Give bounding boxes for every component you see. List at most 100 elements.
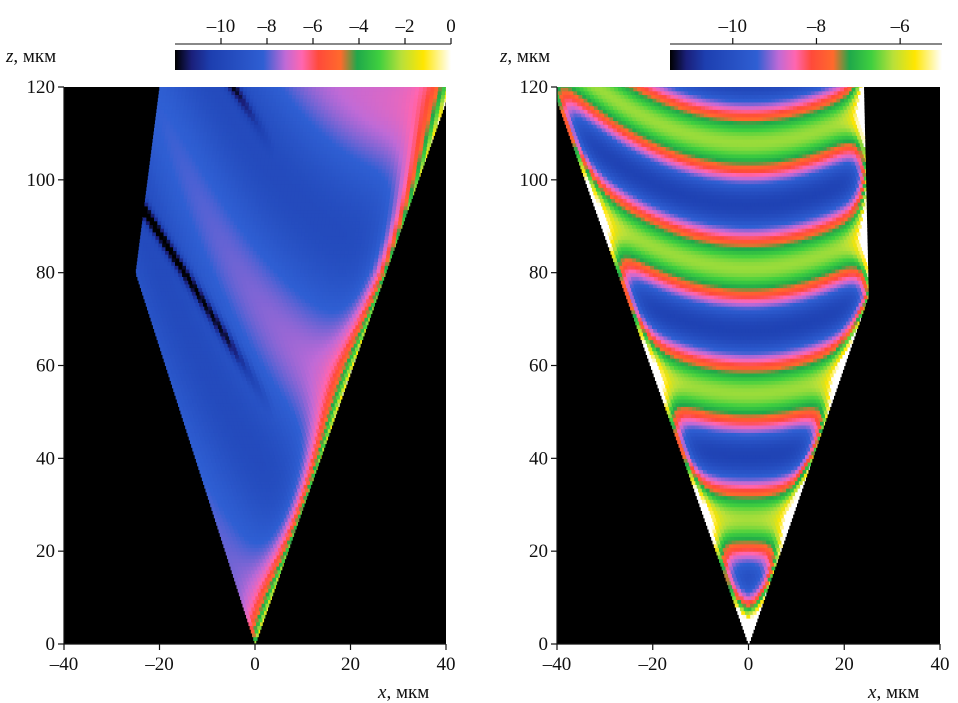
heat-cell-left <box>398 220 403 225</box>
heat-cell-left <box>295 365 301 370</box>
heat-cell-left <box>293 465 299 471</box>
heat-cell-left <box>311 183 316 188</box>
heat-cell-left <box>342 343 347 348</box>
heat-cell-left <box>259 324 265 329</box>
heat-cell-left <box>169 187 174 192</box>
heat-cell-left <box>272 566 277 571</box>
heat-cell-left <box>247 202 253 207</box>
heat-cell-left <box>328 372 334 378</box>
heat-cell-left <box>248 491 254 497</box>
heat-cell-left <box>242 603 247 608</box>
heat-cell-left <box>272 517 277 523</box>
heat-cell-left <box>293 298 298 303</box>
heat-cell-left <box>302 480 307 485</box>
heat-cell-left <box>360 213 366 218</box>
heat-cell-left <box>255 228 261 233</box>
heat-cell-left <box>347 194 353 199</box>
heat-cell-left <box>209 476 214 482</box>
heat-cell-left <box>353 294 358 300</box>
heat-cell-left <box>360 187 365 192</box>
heat-cell-left <box>289 525 295 530</box>
heat-cell-left <box>244 384 250 389</box>
heat-cell-left <box>314 469 317 474</box>
heat-cell-left <box>252 324 257 329</box>
heat-cell-left <box>252 224 257 229</box>
heat-cell-left <box>199 398 205 404</box>
heat-cell-left <box>257 216 262 222</box>
heat-cell-left <box>262 488 268 493</box>
heat-cell-left <box>274 358 279 363</box>
heat-cell-left <box>183 254 189 259</box>
heat-cell-left <box>350 235 355 240</box>
heat-cell-left <box>180 291 185 296</box>
heat-cell-left <box>297 198 303 203</box>
heat-cell-left <box>217 287 222 292</box>
heat-cell-left <box>256 220 262 225</box>
heat-cell-left <box>244 372 250 378</box>
heat-cell-left <box>250 569 256 575</box>
heat-cell-left <box>262 332 267 337</box>
heat-cell-left <box>284 343 290 348</box>
heat-cell-left <box>267 276 272 281</box>
heat-cell-left <box>356 317 362 322</box>
heat-cell-left <box>199 291 204 296</box>
heat-cell-left <box>229 562 234 567</box>
heat-cell-left <box>150 246 155 251</box>
heat-cell-left <box>307 402 313 407</box>
heat-cell-left <box>221 313 227 318</box>
heat-cell-left <box>358 228 364 233</box>
heat-cell-left <box>173 306 179 311</box>
heat-cell-left <box>253 458 258 463</box>
heat-cell-left <box>196 365 202 370</box>
heat-cell-left <box>231 521 236 526</box>
heat-cell-left <box>299 458 304 463</box>
heat-cell-left <box>200 317 205 322</box>
heat-cell-left <box>209 202 214 207</box>
heat-cell-left <box>140 265 145 270</box>
heat-cell-left <box>192 387 197 393</box>
heat-cell-left <box>187 372 192 378</box>
heat-cell-left <box>268 528 273 534</box>
heat-cell-left <box>256 250 262 255</box>
heat-cell-left <box>224 476 230 482</box>
heat-cell-left <box>216 369 222 374</box>
heat-cell-left <box>257 517 262 523</box>
heat-cell-left <box>253 317 259 322</box>
heat-cell-left <box>156 335 161 341</box>
heat-cell-left <box>229 190 235 196</box>
heat-cell-left <box>341 387 346 393</box>
heat-cell-left <box>260 246 266 251</box>
heat-cell-left <box>319 205 325 211</box>
heat-cell-left <box>253 365 259 370</box>
heat-cell-left <box>276 577 279 582</box>
heat-cell-left <box>198 417 203 422</box>
heat-cell-left <box>203 398 208 404</box>
heat-cell-left <box>288 209 294 214</box>
heat-cell-left <box>221 346 226 352</box>
heat-cell-left <box>274 231 279 237</box>
heat-cell-left <box>324 198 329 203</box>
heat-cell-left <box>331 235 336 240</box>
heat-cell-left <box>233 432 238 437</box>
heat-cell-left <box>249 317 255 322</box>
heat-cell-left <box>279 528 285 534</box>
heat-cell-left <box>225 287 230 292</box>
heat-cell-left <box>283 361 288 367</box>
heat-cell-left <box>180 328 186 333</box>
heat-cell-left <box>169 365 175 370</box>
heat-cell-left <box>258 462 263 467</box>
heat-cell-left <box>279 421 284 426</box>
heat-cell-left <box>254 235 260 240</box>
heat-cell-left <box>265 365 270 370</box>
heat-cell-left <box>149 190 155 196</box>
heat-cell-left <box>357 205 363 211</box>
heat-cell-left <box>197 205 202 211</box>
heat-cell-left <box>195 361 200 367</box>
heat-cell-left <box>303 495 308 500</box>
heat-cell-left <box>229 194 234 199</box>
heat-cell-left <box>257 339 262 344</box>
heat-cell-left <box>256 469 262 474</box>
heat-cell-left <box>261 603 266 608</box>
heat-cell-left <box>314 213 320 218</box>
heat-cell-left <box>261 376 266 381</box>
